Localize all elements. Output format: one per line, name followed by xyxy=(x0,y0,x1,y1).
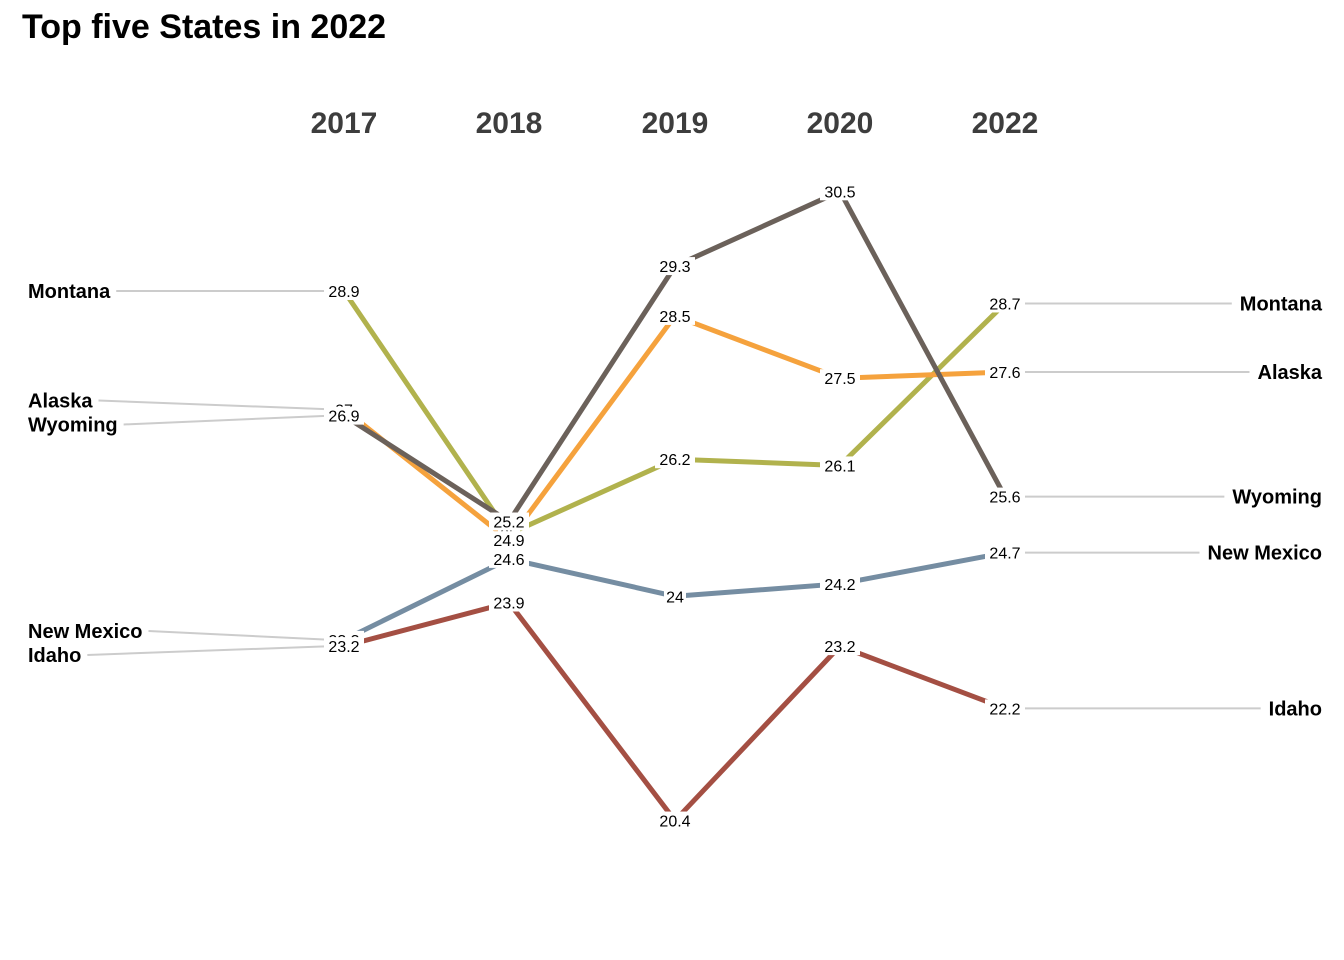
value-label-bg-idaho-2019 xyxy=(655,811,695,830)
value-label-idaho-2018: 23.9 xyxy=(493,596,524,613)
series-alaska: Alaska Alaska xyxy=(28,313,1323,543)
value-label-bg-alaska-2022 xyxy=(985,362,1025,381)
value-label-bg-new-mexico-2019 xyxy=(664,587,686,606)
value-label-alaska-2018: 24.9 xyxy=(493,533,524,550)
value-label-bg-wyoming-2019 xyxy=(655,257,695,276)
value-label-bg-montana-2017 xyxy=(324,282,364,300)
value-label-bg-wyoming-2018 xyxy=(489,512,529,531)
right-label-wyoming: Wyoming xyxy=(1232,487,1322,509)
left-label-montana: Montana xyxy=(28,281,111,303)
value-label-bg-wyoming-2020 xyxy=(820,182,860,201)
value-label-idaho-2020: 23.2 xyxy=(824,639,855,656)
value-label-bg-idaho-2020 xyxy=(820,637,860,656)
value-label-new-mexico-2019: 24 xyxy=(666,589,684,606)
left-connector-idaho xyxy=(87,645,333,656)
value-label-wyoming-2020: 30.5 xyxy=(824,184,855,201)
chart-title: Top five States in 2022 xyxy=(22,8,387,46)
value-label-new-mexico-2018: 24.6 xyxy=(493,552,524,569)
series-line-wyoming xyxy=(342,188,1008,525)
series-line-montana xyxy=(341,289,1007,537)
value-label-montana-2019: 26.2 xyxy=(659,452,690,469)
year-label-2019: 2019 xyxy=(642,107,709,140)
series-wyoming: Wyoming Wyoming xyxy=(28,188,1322,525)
value-label-bg-new-mexico-2022 xyxy=(985,543,1025,562)
right-label-montana: Montana xyxy=(1240,293,1323,315)
right-label-idaho: Idaho xyxy=(1269,698,1322,720)
value-label-bg-montana-2022 xyxy=(985,294,1025,313)
year-label-2017: 2017 xyxy=(311,107,378,140)
value-label-bg-wyoming-2017 xyxy=(324,406,364,425)
left-label-new-mexico: New Mexico xyxy=(28,621,142,643)
year-label-2022: 2022 xyxy=(972,107,1039,140)
value-label-montana-2020: 26.1 xyxy=(824,458,855,475)
value-label-bg-new-mexico-2020 xyxy=(820,574,860,593)
value-label-wyoming-2019: 29.3 xyxy=(659,259,690,276)
right-label-alaska: Alaska xyxy=(1258,362,1323,384)
value-label-bg-new-mexico-2018 xyxy=(489,549,529,568)
value-label-montana-2022: 28.7 xyxy=(989,296,1020,313)
left-connector-wyoming xyxy=(123,414,333,426)
series-line-idaho xyxy=(343,600,1006,824)
value-label-bg-idaho-2018 xyxy=(489,593,529,612)
value-label-bg-alaska-2018 xyxy=(489,531,529,550)
value-label-wyoming-2018: 25.2 xyxy=(493,515,524,532)
left-label-wyoming: Wyoming xyxy=(28,414,118,436)
value-label-bg-idaho-2017 xyxy=(324,637,364,656)
value-label-idaho-2017: 23.2 xyxy=(328,639,359,656)
value-label-wyoming-2022: 25.6 xyxy=(989,490,1020,507)
series-line-alaska xyxy=(342,313,1006,543)
value-label-montana-2017: 28.9 xyxy=(328,284,359,301)
value-label-wyoming-2017: 26.9 xyxy=(328,409,359,426)
value-label-bg-alaska-2020 xyxy=(820,369,860,388)
left-label-idaho: Idaho xyxy=(28,645,81,667)
value-label-alaska-2019: 28.5 xyxy=(659,309,690,326)
value-label-idaho-2019: 20.4 xyxy=(659,814,690,831)
value-label-bg-wyoming-2022 xyxy=(985,487,1025,506)
year-label-2018: 2018 xyxy=(476,107,543,140)
value-label-new-mexico-2020: 24.2 xyxy=(824,577,855,594)
value-label-bg-idaho-2022 xyxy=(985,699,1025,718)
value-label-bg-montana-2020 xyxy=(820,456,860,475)
value-label-bg-alaska-2019 xyxy=(655,306,695,325)
left-connector-alaska xyxy=(98,399,333,411)
value-label-idaho-2022: 22.2 xyxy=(989,701,1020,718)
year-label-2020: 2020 xyxy=(807,107,874,140)
value-label-alaska-2022: 27.6 xyxy=(989,365,1020,382)
value-label-alaska-2020: 27.5 xyxy=(824,371,855,388)
value-label-bg-montana-2019 xyxy=(655,450,695,469)
series-new-mexico: New Mexico New Mexico xyxy=(28,543,1322,643)
right-label-new-mexico: New Mexico xyxy=(1208,543,1322,565)
left-label-alaska: Alaska xyxy=(28,390,93,412)
left-connector-new-mexico xyxy=(148,629,333,641)
value-label-new-mexico-2022: 24.7 xyxy=(989,546,1020,563)
